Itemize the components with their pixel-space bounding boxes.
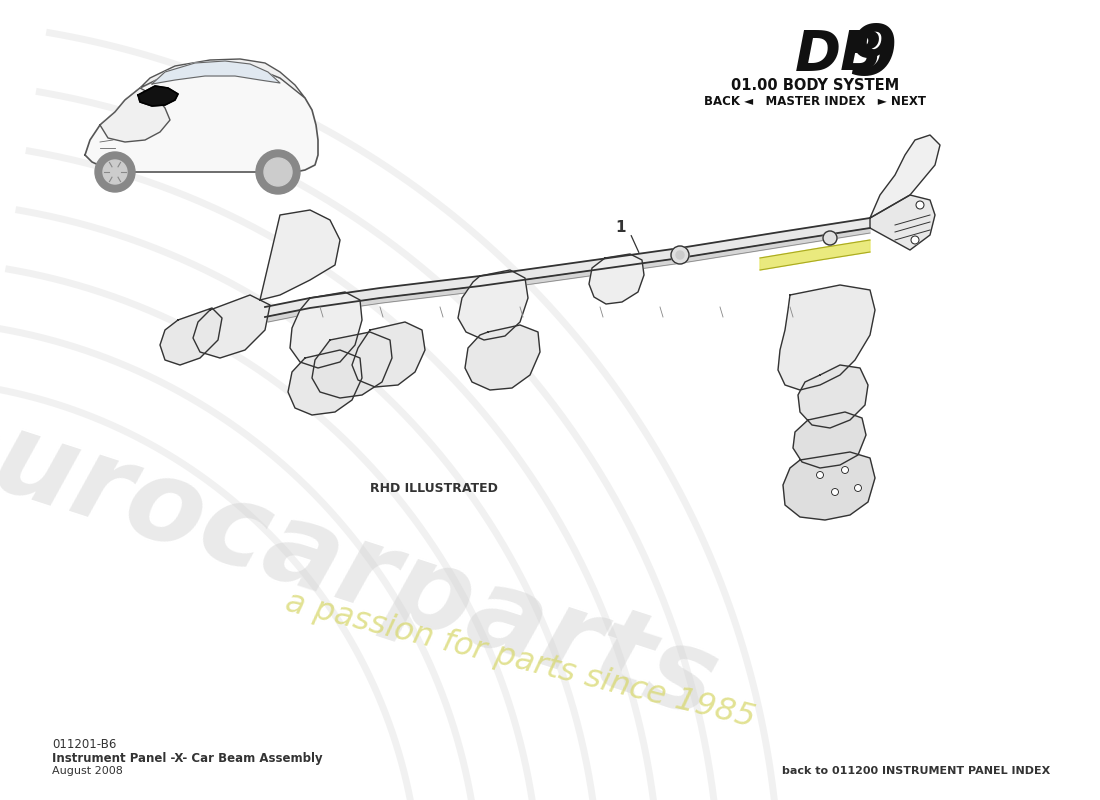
Polygon shape bbox=[312, 332, 392, 398]
Text: August 2008: August 2008 bbox=[52, 766, 123, 776]
Circle shape bbox=[823, 231, 837, 245]
Text: 1: 1 bbox=[615, 221, 626, 235]
Polygon shape bbox=[138, 86, 178, 106]
Polygon shape bbox=[760, 240, 870, 270]
Polygon shape bbox=[588, 254, 643, 304]
Circle shape bbox=[264, 158, 292, 186]
Polygon shape bbox=[260, 210, 340, 300]
Polygon shape bbox=[465, 325, 540, 390]
Polygon shape bbox=[870, 195, 935, 250]
Polygon shape bbox=[265, 218, 870, 317]
Text: 011201-B6: 011201-B6 bbox=[52, 738, 117, 751]
Text: eurocarparts: eurocarparts bbox=[0, 379, 732, 741]
Circle shape bbox=[256, 150, 300, 194]
Circle shape bbox=[816, 471, 824, 478]
Polygon shape bbox=[85, 67, 318, 172]
Polygon shape bbox=[778, 285, 874, 390]
Text: 01.00 BODY SYSTEM: 01.00 BODY SYSTEM bbox=[730, 78, 899, 93]
Circle shape bbox=[911, 236, 918, 244]
Polygon shape bbox=[798, 365, 868, 428]
Polygon shape bbox=[100, 88, 170, 142]
Circle shape bbox=[916, 201, 924, 209]
Polygon shape bbox=[265, 228, 870, 322]
Polygon shape bbox=[352, 322, 425, 387]
Text: a passion for parts since 1985: a passion for parts since 1985 bbox=[282, 586, 758, 734]
Text: 9: 9 bbox=[848, 22, 896, 89]
Circle shape bbox=[103, 160, 127, 184]
Polygon shape bbox=[192, 295, 270, 358]
Polygon shape bbox=[290, 292, 362, 368]
Polygon shape bbox=[160, 308, 222, 365]
Circle shape bbox=[842, 466, 848, 474]
Circle shape bbox=[832, 489, 838, 495]
Text: back to 011200 INSTRUMENT PANEL INDEX: back to 011200 INSTRUMENT PANEL INDEX bbox=[782, 766, 1050, 776]
Circle shape bbox=[95, 152, 135, 192]
Text: Instrument Panel -X- Car Beam Assembly: Instrument Panel -X- Car Beam Assembly bbox=[52, 752, 322, 765]
Polygon shape bbox=[783, 452, 874, 520]
Circle shape bbox=[676, 251, 684, 259]
Polygon shape bbox=[140, 59, 305, 98]
Polygon shape bbox=[458, 270, 528, 340]
Text: RHD ILLUSTRATED: RHD ILLUSTRATED bbox=[370, 482, 498, 494]
Text: BACK ◄   MASTER INDEX   ► NEXT: BACK ◄ MASTER INDEX ► NEXT bbox=[704, 95, 926, 108]
Text: DB: DB bbox=[795, 28, 883, 82]
Polygon shape bbox=[288, 350, 362, 415]
Polygon shape bbox=[870, 135, 940, 218]
Circle shape bbox=[855, 485, 861, 491]
Polygon shape bbox=[793, 412, 866, 468]
Polygon shape bbox=[152, 61, 280, 84]
Circle shape bbox=[671, 246, 689, 264]
